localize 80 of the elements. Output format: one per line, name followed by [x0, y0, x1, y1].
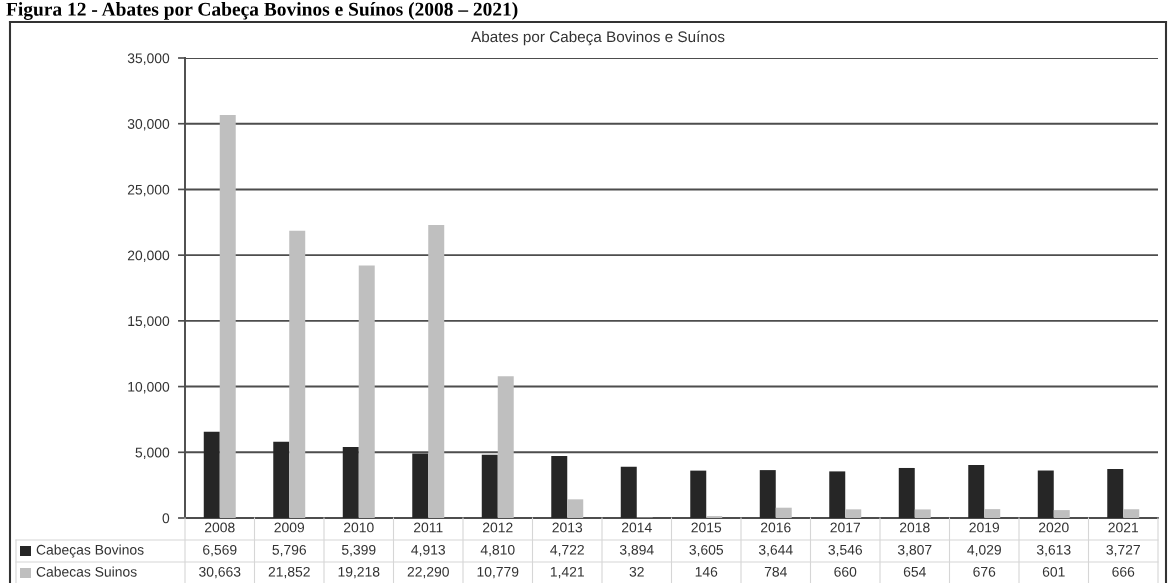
bar [1053, 510, 1070, 518]
data-label: 3,546 [828, 544, 863, 557]
data-label: 22,290 [407, 566, 449, 579]
data-label: 654 [903, 566, 926, 577]
data-label: 784 [764, 566, 787, 577]
x-tick-label: 2017 [830, 522, 860, 533]
y-tick-label: 10,000 [128, 381, 170, 394]
bar [914, 509, 931, 518]
bar [690, 470, 707, 518]
data-label: 3,807 [897, 544, 932, 557]
data-label: 4,913 [411, 544, 446, 557]
data-label: 6,569 [203, 544, 237, 557]
y-tick-label: 15,000 [128, 316, 170, 328]
bar [898, 467, 915, 518]
bar [620, 466, 637, 518]
bar [1123, 509, 1140, 518]
y-tick-label: 0 [162, 513, 170, 524]
bar [412, 453, 429, 518]
x-tick-label: 2016 [761, 522, 791, 533]
bar [829, 471, 846, 518]
x-tick-label: 2018 [900, 522, 930, 533]
x-tick-label: 2019 [969, 522, 1000, 533]
x-tick-label: 2010 [344, 522, 374, 533]
x-tick-label: 2020 [1039, 522, 1069, 533]
data-label: 660 [834, 566, 857, 577]
chart-subtitle: Abates por Cabeça Bovinos e Suínos [471, 30, 725, 46]
y-tick-label: 5,000 [135, 447, 170, 460]
x-tick-label: 2015 [691, 522, 722, 533]
data-label: 32 [629, 566, 644, 577]
x-tick-label: 2011 [414, 522, 443, 533]
data-label: 3,894 [619, 544, 654, 557]
legend-label: Cabecas Suinos [36, 566, 137, 577]
data-label: 5,399 [341, 544, 376, 557]
y-tick-label: 30,000 [127, 119, 170, 131]
bar [984, 509, 1001, 518]
data-label: 3,644 [758, 544, 793, 557]
data-label: 3,613 [1036, 544, 1071, 557]
data-label: 1,421 [550, 566, 584, 579]
bar [1107, 469, 1124, 518]
bar [219, 115, 236, 518]
bar [481, 454, 498, 518]
x-tick-label: 2014 [622, 522, 652, 533]
bar [203, 431, 220, 518]
data-label: 601 [1042, 566, 1065, 577]
data-label: 21,852 [268, 566, 310, 579]
data-label: 19,218 [338, 566, 380, 579]
bar [1037, 470, 1054, 518]
data-label: 4,029 [967, 544, 1001, 557]
data-label: 3,605 [689, 544, 724, 557]
data-label: 4,722 [550, 544, 584, 557]
bar [567, 499, 584, 518]
x-tick-label: 2009 [274, 522, 305, 533]
bar [968, 465, 985, 518]
bar [358, 265, 375, 518]
x-tick-label: 2012 [483, 522, 513, 533]
data-label: 10,779 [477, 566, 519, 579]
x-tick-label: 2013 [552, 522, 583, 533]
data-label: 4,810 [480, 544, 515, 557]
bar [775, 507, 792, 518]
data-label: 30,663 [199, 566, 241, 579]
bar [273, 441, 290, 518]
y-tick-label: 20,000 [127, 250, 170, 262]
bar [845, 509, 862, 518]
data-label: 3,727 [1106, 544, 1140, 557]
bar [428, 225, 445, 518]
y-tick-label: 35,000 [127, 53, 170, 65]
data-label: 676 [973, 566, 996, 577]
legend-label: Cabeças Bovinos [36, 544, 144, 558]
x-tick-label: 2008 [205, 522, 235, 533]
data-label: 146 [695, 566, 718, 577]
x-tick-label: 2021 [1108, 522, 1139, 533]
bar [342, 447, 359, 518]
data-label: 666 [1112, 566, 1135, 577]
bar [551, 455, 568, 518]
bar [759, 470, 776, 518]
chart-title: Figura 12 - Abates por Cabeça Bovinos e Suínos (2008 – 2021) [6, 2, 518, 20]
bar [497, 376, 514, 518]
data-label: 5,796 [272, 544, 307, 557]
bar [289, 230, 306, 518]
y-tick-label: 25,000 [127, 184, 170, 197]
